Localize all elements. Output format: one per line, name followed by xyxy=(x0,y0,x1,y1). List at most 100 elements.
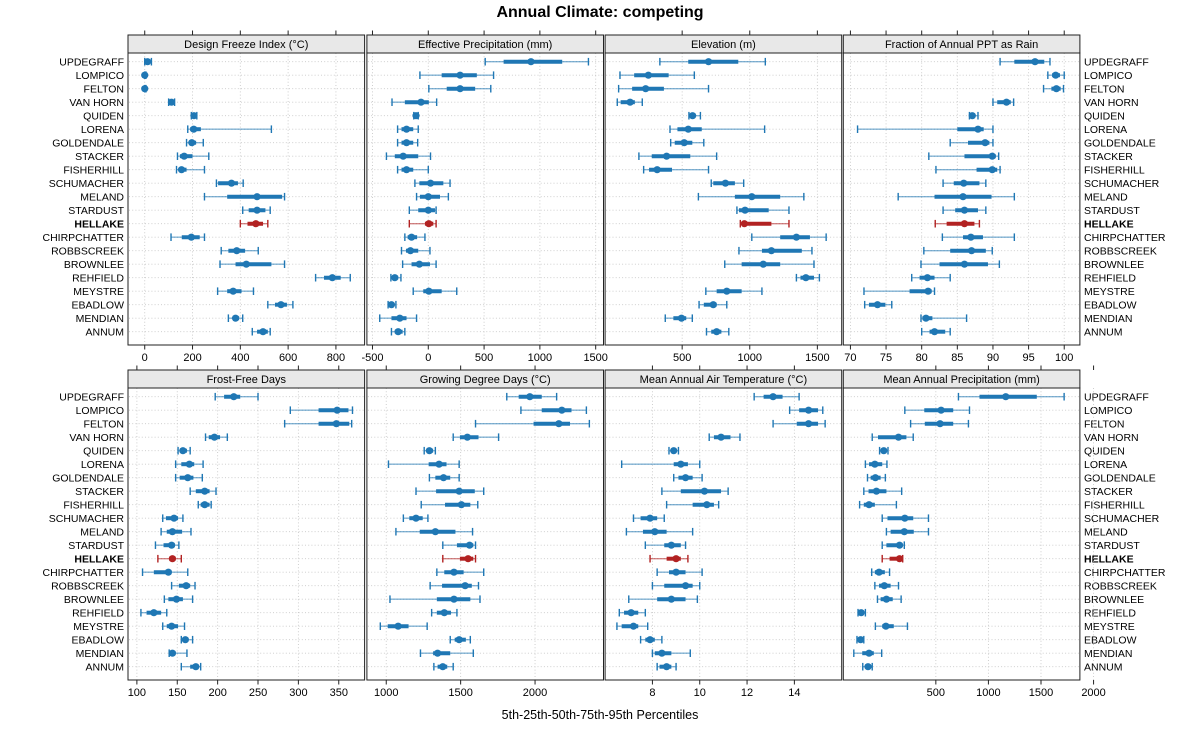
median-dot xyxy=(667,541,675,549)
station-label-left: ROBBSCREEK xyxy=(51,245,124,257)
percentile-row xyxy=(428,473,460,482)
station-label-left: FISHERHILL xyxy=(63,164,124,176)
percentile-row xyxy=(204,433,229,441)
median-dot xyxy=(168,649,177,657)
panel-strip xyxy=(842,369,1081,389)
median-dot xyxy=(439,663,447,671)
median-dot xyxy=(332,420,340,428)
median-dot xyxy=(415,260,423,268)
percentile-row xyxy=(870,568,891,576)
percentile-row xyxy=(162,514,184,522)
percentile-row xyxy=(897,192,1016,201)
median-dot xyxy=(426,179,435,187)
percentile-row xyxy=(216,287,255,295)
percentile-row xyxy=(619,71,696,79)
percentile-row xyxy=(738,246,813,255)
percentile-row xyxy=(668,446,680,455)
median-dot xyxy=(717,433,725,441)
median-dot xyxy=(177,166,186,174)
percentile-row xyxy=(923,246,993,255)
percentile-row xyxy=(168,649,188,657)
axis-tick-label: 200 xyxy=(208,687,226,699)
median-dot xyxy=(150,609,158,617)
median-dot xyxy=(882,595,891,603)
percentile-row xyxy=(387,460,460,468)
station-label-right: QUIDEN xyxy=(1084,110,1125,122)
median-dot xyxy=(981,139,989,147)
median-dot xyxy=(179,447,187,455)
median-dot xyxy=(684,125,692,133)
panel-strip-title: Mean Annual Air Temperature (°C) xyxy=(640,374,807,386)
percentile-row xyxy=(197,500,212,509)
station-label-right: FISHERHILL xyxy=(1084,164,1145,176)
station-label-left: STARDUST xyxy=(68,540,124,552)
percentile-row xyxy=(143,57,153,66)
axis-tick-label: 150 xyxy=(168,687,186,699)
station-label-right: ROBBSCREEK xyxy=(1084,245,1157,257)
median-dot xyxy=(328,274,336,282)
axis-tick-label: 500 xyxy=(673,352,691,364)
station-label-left: VAN HORN xyxy=(69,432,124,444)
percentile-row-highlight xyxy=(649,554,689,563)
station-label-right: STARDUST xyxy=(1084,205,1140,217)
median-dot xyxy=(424,193,432,201)
percentile-row xyxy=(401,260,437,268)
axis-tick-label: 1500 xyxy=(1029,687,1053,699)
median-dot xyxy=(974,125,982,133)
median-dot xyxy=(184,474,192,482)
percentile-row xyxy=(140,608,168,617)
median-dot xyxy=(802,274,810,282)
axis-tick-label: 800 xyxy=(327,352,345,364)
median-dot xyxy=(857,609,865,617)
percentile-row xyxy=(618,608,647,617)
median-dot xyxy=(170,514,178,522)
axis-tick-label: 500 xyxy=(927,687,945,699)
median-dot xyxy=(709,301,717,309)
percentile-row xyxy=(656,662,677,671)
median-dot xyxy=(960,206,969,214)
axis-tick-label: 100 xyxy=(128,687,146,699)
percentile-row xyxy=(520,406,588,414)
percentile-row xyxy=(863,487,903,495)
axis-tick-label: 2000 xyxy=(1081,687,1105,699)
median-dot xyxy=(180,152,188,160)
axis-tick-label: 1000 xyxy=(528,352,552,364)
panel-background xyxy=(366,53,604,345)
panel-strip xyxy=(127,369,366,389)
median-dot xyxy=(880,582,888,590)
median-dot xyxy=(461,582,469,590)
station-label-left: GOLDENDALE xyxy=(52,472,124,484)
median-dot xyxy=(960,220,969,228)
station-label-left: MENDIAN xyxy=(76,313,124,325)
axis-caption: 5th-25th-50th-75th-95th Percentiles xyxy=(501,708,699,722)
panel-strip-title: Frost-Free Days xyxy=(207,374,287,386)
percentile-row xyxy=(412,111,420,120)
percentile-row xyxy=(651,581,701,590)
percentile-row xyxy=(698,300,728,309)
median-dot xyxy=(450,568,458,576)
percentile-row xyxy=(175,165,206,174)
percentile-row xyxy=(661,487,729,495)
median-dot xyxy=(210,433,219,441)
median-dot xyxy=(740,220,748,228)
median-dot xyxy=(456,85,464,93)
median-dot xyxy=(901,514,909,522)
median-dot xyxy=(968,112,976,120)
station-label-right: FELTON xyxy=(1084,83,1124,95)
median-dot xyxy=(880,447,888,455)
median-dot xyxy=(440,609,448,617)
percentile-row-highlight xyxy=(239,219,269,228)
percentile-row xyxy=(170,233,206,241)
percentile-row xyxy=(404,233,426,241)
median-dot xyxy=(646,636,654,644)
station-label-right: STACKER xyxy=(1084,486,1133,498)
percentile-row-highlight xyxy=(408,219,437,228)
panel-strip xyxy=(604,34,843,54)
median-dot xyxy=(457,501,465,509)
station-label-left: LORENA xyxy=(81,124,124,136)
percentile-row xyxy=(638,152,718,160)
median-dot xyxy=(894,433,903,441)
station-label-left: VAN HORN xyxy=(69,97,124,109)
percentile-row xyxy=(617,84,710,93)
